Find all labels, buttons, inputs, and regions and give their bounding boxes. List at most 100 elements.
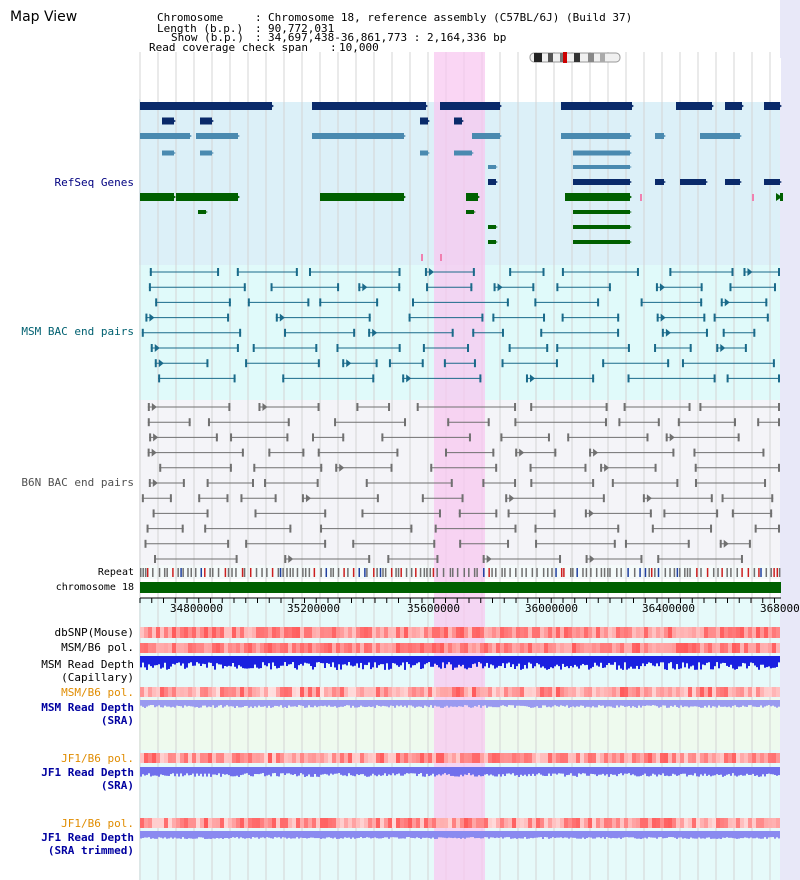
depth-bar <box>194 656 196 666</box>
depth-bar <box>470 700 472 708</box>
pol-cell <box>416 753 420 763</box>
depth-bar <box>362 656 364 670</box>
depth-bar <box>556 656 558 665</box>
pol-cell <box>208 818 212 828</box>
msm-bac-track[interactable] <box>141 268 780 383</box>
depth-bar <box>564 656 566 667</box>
track-label-chromosome[interactable]: chromosome 18 <box>55 582 134 593</box>
depth-bar <box>594 700 596 708</box>
pol-cell <box>540 643 544 653</box>
pol-cell <box>220 753 224 763</box>
depth-bar <box>182 767 184 777</box>
depth-bar <box>592 656 594 667</box>
b6n-bac-pair-end <box>235 555 238 563</box>
track-label-jf1-b6-pol-2[interactable]: JF1/B6 pol. <box>61 817 134 830</box>
depth-bar <box>444 767 446 774</box>
depth-bar <box>216 767 218 776</box>
refseq-genes-track[interactable] <box>140 102 783 261</box>
depth-bar <box>452 831 454 839</box>
pol-cell <box>288 818 292 828</box>
depth-bar <box>626 831 628 838</box>
pol-cell <box>212 753 216 763</box>
selection-highlight[interactable] <box>434 52 485 880</box>
chromosome-bar[interactable] <box>140 582 781 593</box>
depth-bar <box>350 831 352 839</box>
depth-bar <box>300 700 302 706</box>
pol-cell <box>776 643 780 653</box>
polymorphism-tracks[interactable] <box>140 627 780 828</box>
depth-bar <box>404 831 406 839</box>
depth-bar <box>302 767 304 775</box>
depth-bar <box>168 831 170 839</box>
pol-cell <box>768 687 772 697</box>
track-label-msm-depth-sra[interactable]: MSM Read Depth <box>41 701 134 714</box>
pol-cell <box>500 753 504 763</box>
depth-bar <box>446 656 448 665</box>
depth-bar <box>320 656 322 664</box>
depth-bar <box>154 700 156 708</box>
track-label-msm-depth-cap[interactable]: MSM Read Depth <box>41 658 134 671</box>
depth-bar <box>598 831 600 838</box>
repeat-element <box>576 568 578 577</box>
track-label-b6n-bac[interactable]: B6N BAC end pairs <box>21 476 134 489</box>
depth-bar <box>558 831 560 838</box>
read-depth-tracks[interactable] <box>140 656 780 839</box>
chromosome-ideogram[interactable] <box>529 52 621 63</box>
pol-cell <box>200 753 204 763</box>
pol-cell <box>640 687 644 697</box>
msm-bac-pair-arrow <box>372 328 378 337</box>
repeat-element <box>741 568 743 577</box>
track-label-refseq[interactable]: RefSeq Genes <box>54 176 134 189</box>
depth-bar <box>246 831 248 839</box>
pol-cell <box>232 818 236 828</box>
msm-bac-pair-end <box>158 374 161 383</box>
pol-cell <box>300 643 304 653</box>
depth-bar <box>320 700 322 706</box>
depth-bar <box>478 831 480 838</box>
pol-cell <box>612 643 616 653</box>
msm-bac-pair-end <box>532 283 535 292</box>
pol-cell <box>604 818 608 828</box>
repeat-element <box>423 568 426 577</box>
depth-bar <box>222 767 224 774</box>
msm-bac-pair-end <box>713 374 716 383</box>
pol-cell <box>376 753 380 763</box>
depth-bar <box>432 700 434 708</box>
pol-cell <box>752 627 756 638</box>
depth-bar <box>620 831 622 839</box>
depth-bar <box>272 656 274 663</box>
pol-cell <box>364 643 368 653</box>
depth-bar <box>720 656 722 664</box>
repeat-element <box>384 568 387 577</box>
pol-cell <box>256 643 260 653</box>
depth-bar <box>662 700 664 706</box>
pol-cell <box>716 687 720 697</box>
depth-bar <box>572 767 574 776</box>
depth-bar <box>286 767 288 774</box>
track-label-repeat[interactable]: Repeat <box>97 567 134 578</box>
repeat-track[interactable] <box>140 568 781 577</box>
pol-cell <box>464 627 468 638</box>
depth-bar <box>522 831 524 839</box>
track-label-jf1-depth-trim[interactable]: JF1 Read Depth <box>41 831 134 844</box>
track-label-msm-bac[interactable]: MSM BAC end pairs <box>21 325 134 338</box>
gene-arrow <box>424 117 430 125</box>
b6n-bac-track[interactable] <box>141 403 780 563</box>
pol-cell <box>696 818 700 828</box>
depth-bar <box>632 656 634 669</box>
track-label-jf1-b6-pol-1[interactable]: JF1/B6 pol. <box>61 752 134 765</box>
track-label-msm-b6-pol-1[interactable]: MSM/B6 pol. <box>61 641 134 654</box>
track-label-jf1-depth-sra[interactable]: JF1 Read Depth <box>41 766 134 779</box>
b6n-bac-pair-end <box>335 463 338 472</box>
depth-bar <box>542 831 544 839</box>
track-label-msm-b6-pol-2[interactable]: MSM/B6 pol. <box>61 686 134 699</box>
repeat-element <box>442 568 445 577</box>
pol-cell <box>428 753 432 763</box>
pol-cell <box>312 818 316 828</box>
pol-cell <box>280 818 284 828</box>
depth-bar <box>194 767 196 777</box>
pol-cell <box>156 818 160 828</box>
track-label-dbsnp[interactable]: dbSNP(Mouse) <box>54 626 134 639</box>
b6n-bac-pair-end <box>585 555 588 563</box>
